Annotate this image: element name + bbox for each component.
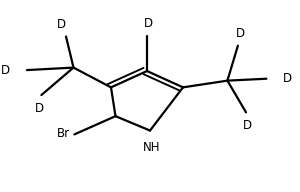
Text: D: D [243, 119, 252, 132]
Text: NH: NH [143, 141, 160, 154]
Text: D: D [236, 27, 245, 40]
Text: D: D [35, 102, 44, 115]
Text: D: D [283, 72, 292, 85]
Text: Br: Br [57, 127, 70, 140]
Text: D: D [144, 17, 153, 30]
Text: D: D [2, 64, 10, 77]
Text: D: D [57, 18, 66, 31]
